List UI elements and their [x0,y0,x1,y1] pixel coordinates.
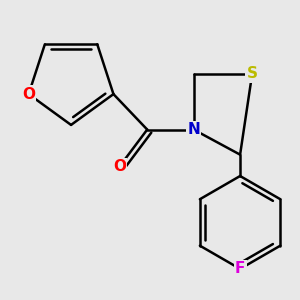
Text: O: O [113,159,126,174]
Text: F: F [235,261,245,276]
Text: O: O [22,87,35,102]
Text: S: S [247,66,258,81]
Text: N: N [187,122,200,137]
